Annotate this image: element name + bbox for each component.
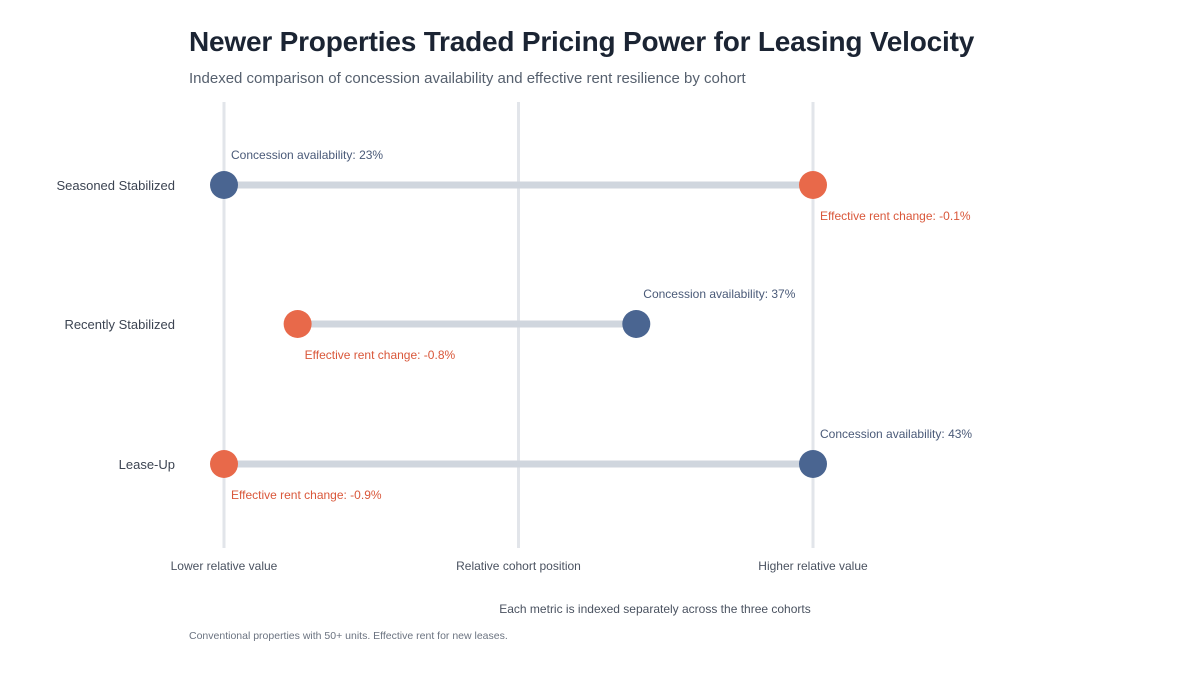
category-label: Recently Stabilized	[64, 317, 175, 332]
axis-note: Each metric is indexed separately across…	[499, 602, 811, 616]
rent-dot	[283, 310, 312, 338]
chart-subtitle: Indexed comparison of concession availab…	[189, 70, 746, 87]
concession-data-label: Concession availability: 37%	[643, 287, 795, 301]
rent-data-label: Effective rent change: -0.8%	[305, 348, 456, 362]
concession-data-label: Concession availability: 43%	[820, 427, 972, 441]
concession-data-label: Concession availability: 23%	[231, 148, 383, 162]
rent-data-label: Effective rent change: -0.1%	[820, 209, 971, 223]
concession-dot	[210, 171, 238, 199]
x-tick-label: Relative cohort position	[456, 559, 581, 573]
rent-dot	[799, 171, 827, 199]
category-label: Seasoned Stabilized	[56, 178, 175, 193]
rent-data-label: Effective rent change: -0.9%	[231, 488, 382, 502]
concession-dot	[622, 310, 651, 338]
concession-dot	[799, 450, 827, 478]
chart-title: Newer Properties Traded Pricing Power fo…	[189, 26, 975, 57]
category-label: Lease-Up	[119, 457, 175, 472]
x-tick-label: Higher relative value	[758, 559, 868, 573]
rent-dot	[210, 450, 238, 478]
x-tick-label: Lower relative value	[171, 559, 278, 573]
footnote: Conventional properties with 50+ units. …	[189, 630, 508, 642]
